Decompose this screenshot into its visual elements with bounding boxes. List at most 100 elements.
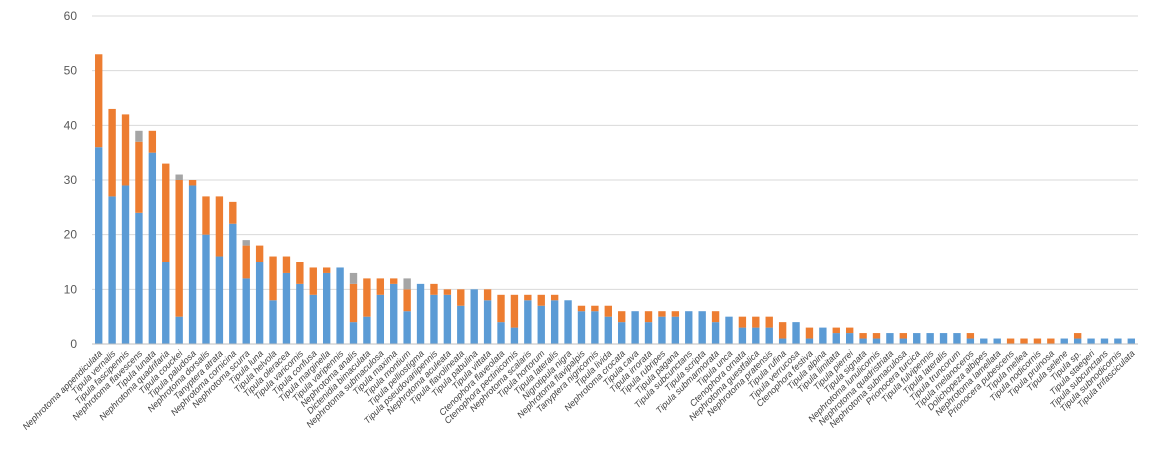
- bar-segment-orange: [872, 333, 881, 339]
- bar-segment-blue: [1100, 338, 1109, 344]
- bar-segment-blue: [510, 327, 519, 344]
- bar-segment-blue: [336, 267, 344, 344]
- bar-segment-blue: [604, 316, 612, 344]
- bar-segment-blue: [1114, 338, 1122, 344]
- bar-segment-orange: [148, 130, 157, 153]
- bar-segment-orange: [229, 201, 237, 224]
- bar-segment-blue: [363, 316, 371, 344]
- bar-segment-blue: [765, 327, 773, 344]
- bar-segment-blue: [805, 338, 814, 344]
- bar-segment-orange: [644, 311, 653, 323]
- bar-segment-orange: [497, 294, 505, 323]
- y-tick-label: 40: [64, 118, 78, 132]
- bar-segment-orange: [296, 262, 304, 284]
- bar-segment-blue: [778, 338, 787, 344]
- bar-segment-orange: [752, 316, 760, 328]
- bar-segment-blue: [483, 300, 492, 344]
- y-tick-label: 10: [64, 282, 78, 296]
- bar-segment-orange: [376, 278, 385, 295]
- bar-segment-orange: [711, 311, 720, 323]
- bar-segment-blue: [819, 327, 827, 344]
- bar-segment-blue: [376, 294, 385, 344]
- bar-segment-blue: [725, 316, 733, 344]
- bar-segment-blue: [282, 272, 291, 344]
- bar-segment-blue: [349, 322, 358, 344]
- y-tick-label: 0: [70, 337, 77, 351]
- y-tick-label: 30: [64, 173, 78, 187]
- bar-segment-orange: [483, 289, 492, 301]
- bar-segment-blue: [926, 333, 934, 344]
- bar-segment-orange: [215, 196, 224, 257]
- bar-segment-orange: [282, 256, 291, 273]
- bar-segment-orange: [604, 305, 612, 317]
- bar-segment-blue: [497, 322, 505, 344]
- bar-segment-orange: [390, 278, 398, 284]
- bar-segment-orange: [255, 245, 264, 262]
- bar-segment-orange: [832, 327, 840, 334]
- y-tick-label: 60: [64, 9, 78, 23]
- bar-segment-blue: [993, 338, 1001, 344]
- bar-segment-blue: [564, 300, 572, 344]
- bar-segment-blue: [577, 311, 586, 344]
- bar-segment-orange: [1006, 338, 1015, 344]
- bar-segment-blue: [202, 234, 210, 344]
- bar-segment-blue: [631, 311, 639, 344]
- bar-segment-blue: [255, 262, 264, 344]
- bar-segment-orange: [188, 180, 197, 186]
- bar-segment-blue: [550, 300, 559, 344]
- bar-segment-orange: [577, 305, 586, 312]
- bar-segment-blue: [188, 185, 197, 344]
- y-tick-label: 50: [64, 64, 78, 78]
- bar-segment-blue: [913, 333, 921, 344]
- bar-segment-blue: [711, 322, 720, 344]
- bar-segment-orange: [1033, 338, 1042, 344]
- bar-segment-blue: [1073, 338, 1082, 344]
- bar-segment-blue: [443, 294, 452, 344]
- bar-segment-orange: [1047, 338, 1055, 344]
- bar-segment-blue: [403, 311, 411, 344]
- bar-segment-blue: [215, 256, 224, 344]
- bar-segment-orange: [309, 267, 317, 295]
- bar-segment-orange: [1020, 338, 1028, 344]
- bar-segment-blue: [591, 311, 599, 344]
- bar-segment-blue: [269, 300, 277, 344]
- bar-segment-orange: [859, 333, 867, 339]
- bar-segment-blue: [671, 316, 680, 344]
- bar-segment-orange: [269, 256, 277, 301]
- bar-segment-gray: [242, 240, 250, 246]
- bar-segment-gray: [403, 278, 411, 290]
- bar-segment-blue: [658, 316, 666, 344]
- bar-segment-orange: [658, 311, 666, 317]
- bar-segment-blue: [309, 294, 317, 344]
- bar-segment-orange: [966, 333, 975, 339]
- bar-segment-orange: [738, 316, 747, 328]
- bar-segment-orange: [510, 294, 519, 328]
- bar-segment-blue: [685, 311, 693, 344]
- bar-segment-blue: [524, 300, 532, 344]
- bar-segment-orange: [778, 322, 787, 339]
- bar-segment-blue: [537, 305, 545, 344]
- gridlines: [92, 15, 1138, 290]
- bar-segment-orange: [175, 180, 183, 317]
- bar-segment-orange: [671, 311, 680, 317]
- bar-segment-blue: [121, 185, 130, 344]
- bar-segment-blue: [430, 294, 438, 344]
- bar-segment-blue: [457, 305, 465, 344]
- bar-segment-blue: [698, 311, 706, 344]
- bar-segment-orange: [162, 163, 170, 262]
- bar-segment-blue: [470, 289, 478, 344]
- bar-segment-blue: [980, 338, 988, 344]
- bar-segment-blue: [872, 338, 881, 344]
- bar-segment-orange: [457, 289, 465, 306]
- bar-segment-blue: [1087, 338, 1095, 344]
- bar-segment-orange: [899, 333, 908, 339]
- bar-segment-blue: [242, 278, 250, 344]
- bar-segment-orange: [363, 278, 371, 317]
- bar-segment-blue: [644, 322, 653, 344]
- bar-segment-blue: [752, 327, 760, 344]
- bar-segment-blue: [229, 223, 237, 344]
- bar-segment-orange: [443, 289, 452, 295]
- bar-segment-blue: [966, 338, 975, 344]
